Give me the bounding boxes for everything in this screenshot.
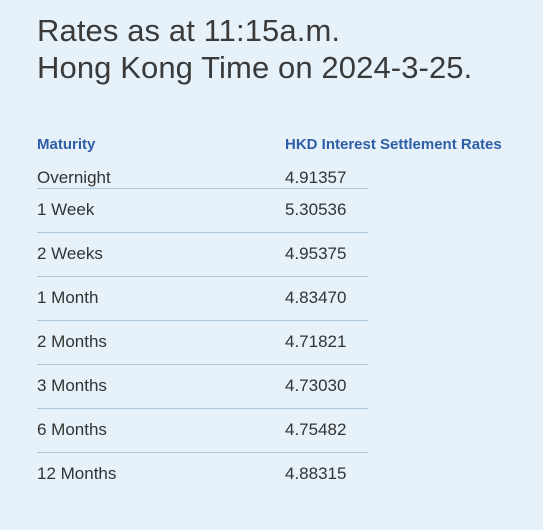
rates-table: Maturity HKD Interest Settlement Rates O…: [37, 133, 527, 497]
rate-cell: 5.30536: [285, 200, 347, 219]
column-header-maturity: Maturity: [37, 136, 96, 153]
column-header-rate: HKD Interest Settlement Rates: [285, 136, 502, 153]
page-title-line-2: Hong Kong Time on 2024-3-25.: [37, 50, 473, 85]
maturity-cell: 1 Month: [37, 288, 99, 307]
table-row: 12 Months 4.88315: [37, 453, 368, 497]
table-header-row: Maturity HKD Interest Settlement Rates: [37, 133, 527, 157]
table-row: 3 Months 4.73030: [37, 365, 368, 409]
maturity-cell: 1 Week: [37, 200, 95, 219]
rate-cell: 4.88315: [285, 464, 347, 483]
rate-cell: 4.75482: [285, 420, 347, 439]
table-row: 6 Months 4.75482: [37, 409, 368, 453]
page-title: Rates as at 11:15a.m. Hong Kong Time on …: [37, 12, 472, 86]
maturity-cell: Overnight: [37, 168, 111, 187]
rate-cell: 4.71821: [285, 332, 347, 351]
table-row: 2 Weeks 4.95375: [37, 233, 368, 277]
rate-cell: 4.91357: [285, 168, 347, 187]
table-row: Overnight 4.91357: [37, 157, 368, 189]
maturity-cell: 2 Months: [37, 332, 107, 351]
maturity-cell: 6 Months: [37, 420, 107, 439]
rate-cell: 4.83470: [285, 288, 347, 307]
maturity-cell: 3 Months: [37, 376, 107, 395]
table-row: 1 Month 4.83470: [37, 277, 368, 321]
rate-cell: 4.95375: [285, 244, 347, 263]
maturity-cell: 2 Weeks: [37, 244, 103, 263]
page-title-line-1: Rates as at 11:15a.m.: [37, 13, 341, 48]
table-row: 1 Week 5.30536: [37, 189, 368, 233]
maturity-cell: 12 Months: [37, 464, 117, 483]
table-row: 2 Months 4.71821: [37, 321, 368, 365]
rate-cell: 4.73030: [285, 376, 347, 395]
